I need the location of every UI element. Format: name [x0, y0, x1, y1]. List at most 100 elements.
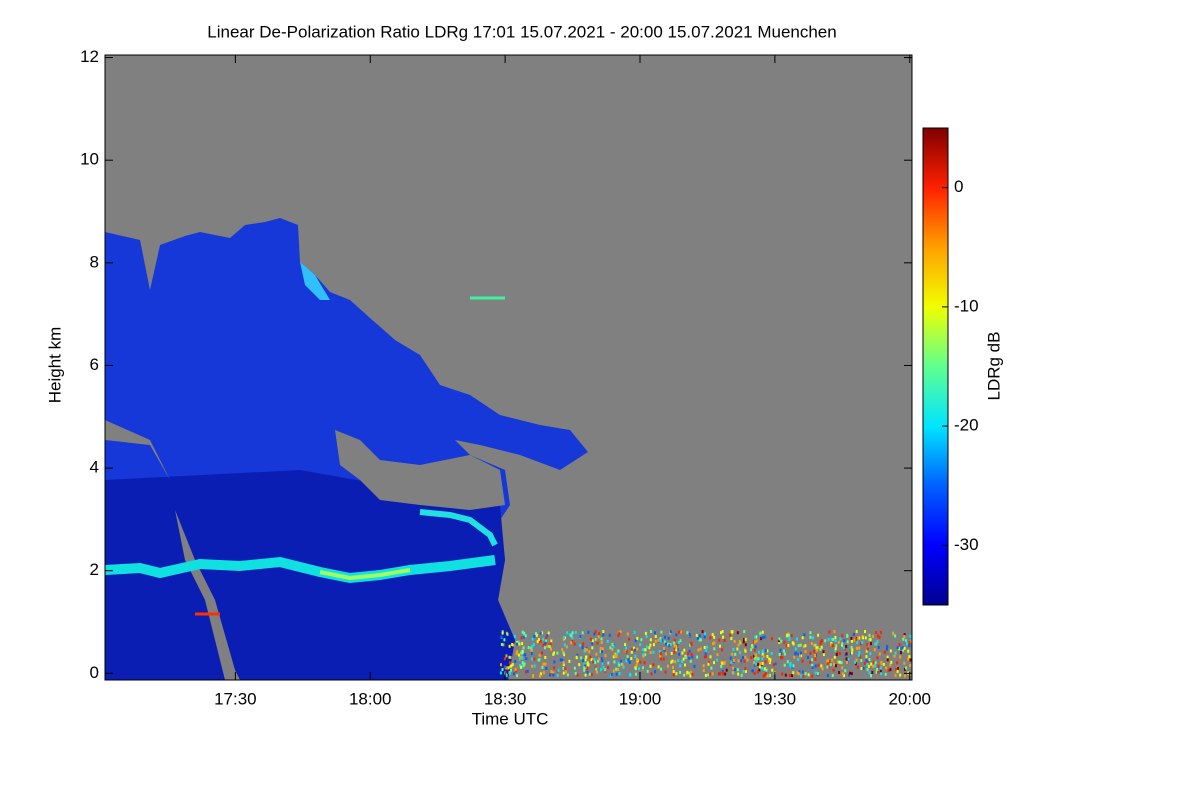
- x-tick-label: 18:00: [349, 689, 392, 708]
- noise-pixel: [509, 656, 512, 659]
- noise-pixel: [843, 674, 845, 678]
- noise-pixel: [763, 635, 766, 639]
- noise-pixel: [827, 659, 830, 663]
- noise-pixel: [542, 671, 545, 675]
- noise-pixel: [659, 657, 662, 661]
- noise-pixel: [906, 642, 908, 646]
- y-tick-label: 8: [90, 252, 99, 271]
- noise-pixel: [645, 645, 648, 649]
- noise-pixel: [674, 660, 677, 664]
- noise-pixel: [523, 653, 526, 657]
- noise-pixel: [673, 650, 676, 654]
- noise-pixel: [550, 670, 553, 673]
- noise-pixel: [696, 636, 699, 640]
- noise-pixel: [691, 655, 694, 659]
- noise-pixel: [650, 672, 653, 676]
- noise-pixel: [744, 637, 747, 641]
- noise-pixel: [754, 640, 757, 644]
- noise-pixel: [829, 663, 832, 667]
- noise-pixel: [869, 637, 872, 641]
- noise-pixel: [704, 632, 706, 636]
- boundary-layer: [105, 470, 515, 680]
- noise-pixel: [688, 671, 691, 675]
- noise-pixel: [604, 654, 607, 658]
- noise-pixel: [781, 656, 784, 660]
- noise-pixel: [516, 650, 519, 654]
- noise-pixel: [571, 631, 574, 635]
- noise-pixel: [677, 659, 680, 662]
- noise-pixel: [903, 661, 906, 665]
- noise-pixel: [566, 673, 569, 677]
- noise-pixel: [518, 642, 521, 646]
- noise-pixel: [901, 646, 904, 650]
- noise-pixel: [557, 668, 560, 672]
- noise-pixel: [866, 660, 869, 664]
- noise-pixel: [689, 659, 692, 663]
- noise-pixel: [511, 663, 514, 667]
- noise-pixel: [836, 651, 839, 654]
- noise-pixel: [907, 649, 910, 653]
- noise-pixel: [861, 641, 864, 644]
- noise-pixel: [731, 630, 734, 634]
- noise-pixel: [757, 657, 760, 661]
- noise-pixel: [570, 634, 573, 638]
- noise-pixel: [530, 648, 533, 652]
- noise-pixel: [892, 632, 895, 636]
- noise-pixel: [581, 646, 584, 650]
- noise-pixel: [884, 672, 887, 676]
- noise-pixel: [804, 650, 807, 654]
- noise-pixel: [760, 637, 763, 641]
- noise-pixel: [546, 634, 549, 638]
- noise-pixel: [627, 658, 630, 662]
- noise-pixel: [730, 661, 733, 665]
- noise-pixel: [596, 641, 599, 645]
- noise-pixel: [677, 641, 680, 644]
- noise-pixel: [500, 635, 503, 639]
- noise-pixel: [833, 662, 835, 666]
- noise-pixel: [743, 630, 746, 634]
- noise-pixel: [512, 643, 515, 647]
- noise-pixel: [859, 655, 862, 659]
- noise-pixel: [611, 648, 614, 651]
- noise-pixel: [865, 659, 868, 663]
- noise-pixel: [814, 664, 817, 668]
- noise-pixel: [837, 640, 840, 644]
- noise-pixel: [835, 664, 837, 668]
- noise-pixel: [877, 671, 880, 674]
- noise-pixel: [654, 639, 657, 643]
- noise-pixel: [736, 647, 739, 651]
- noise-pixel: [532, 643, 535, 647]
- noise-pixel: [503, 665, 506, 669]
- noise-pixel: [636, 657, 638, 661]
- noise-pixel: [591, 642, 594, 646]
- noise-pixel: [802, 675, 805, 678]
- noise-pixel: [833, 630, 836, 633]
- noise-pixel: [586, 667, 589, 671]
- noise-pixel: [565, 645, 568, 649]
- noise-pixel: [648, 646, 651, 650]
- noise-pixel: [677, 630, 680, 634]
- clear-gap: [335, 430, 505, 510]
- noise-pixel: [618, 672, 621, 676]
- noise-pixel: [657, 665, 660, 669]
- noise-pixel: [549, 673, 551, 677]
- noise-pixel: [585, 655, 587, 659]
- noise-pixel: [631, 648, 634, 652]
- noise-pixel: [873, 648, 876, 652]
- noise-pixel: [780, 656, 782, 660]
- noise-pixel: [718, 671, 721, 675]
- noise-pixel: [626, 632, 629, 636]
- noise-pixel: [834, 647, 837, 651]
- noise-pixel: [847, 657, 850, 661]
- noise-pixel: [872, 664, 875, 668]
- noise-pixel: [880, 672, 883, 676]
- noise-pixel: [767, 659, 770, 663]
- noise-pixel: [530, 646, 533, 650]
- noise-pixel: [813, 643, 816, 647]
- noise-pixel: [584, 658, 587, 662]
- noise-pixel: [822, 653, 825, 656]
- noise-pixel: [673, 638, 676, 642]
- noise-pixel: [523, 631, 526, 635]
- noise-pixel: [634, 639, 637, 643]
- noise-pixel: [503, 657, 506, 661]
